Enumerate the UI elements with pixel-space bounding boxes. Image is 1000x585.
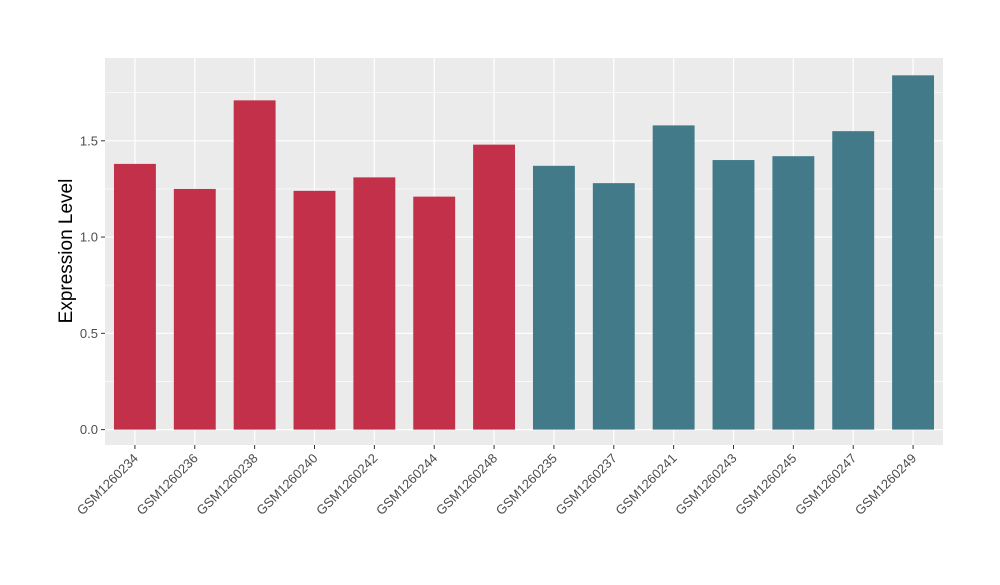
bar-GSM1260235 xyxy=(532,165,575,430)
y-tick-label: 1.5 xyxy=(80,133,98,148)
x-tick-label: GSM1260247 xyxy=(792,451,859,518)
bar-GSM1260245 xyxy=(772,156,815,430)
bar-GSM1260244 xyxy=(413,196,456,430)
x-tick-label: GSM1260241 xyxy=(612,451,679,518)
x-tick-label: GSM1260236 xyxy=(134,451,201,518)
x-tick-label: GSM1260234 xyxy=(74,451,141,518)
bar-GSM1260249 xyxy=(892,75,935,430)
bar-GSM1260241 xyxy=(652,125,695,430)
x-tick-label: GSM1260235 xyxy=(493,451,560,518)
bar-GSM1260238 xyxy=(233,100,276,430)
bar-GSM1260240 xyxy=(293,190,336,430)
bar-GSM1260237 xyxy=(592,183,635,430)
x-tick-label: GSM1260240 xyxy=(253,451,320,518)
x-tick-label: GSM1260249 xyxy=(852,451,919,518)
bar-GSM1260247 xyxy=(832,131,875,430)
x-tick-label: GSM1260244 xyxy=(373,451,440,518)
x-tick-label: GSM1260237 xyxy=(553,451,620,518)
x-tick-label: GSM1260248 xyxy=(433,451,500,518)
plot-panel xyxy=(105,58,943,445)
bar-GSM1260236 xyxy=(173,188,216,430)
bar-GSM1260242 xyxy=(353,177,396,430)
y-tick-label: 1.0 xyxy=(80,230,98,245)
y-tick-label: 0.5 xyxy=(80,326,98,341)
x-tick-label: GSM1260242 xyxy=(313,451,380,518)
y-axis: 0.0 0.5 1.0 1.5 xyxy=(80,133,105,437)
x-tick-label: GSM1260245 xyxy=(732,451,799,518)
x-tick-label: GSM1260238 xyxy=(193,451,260,518)
bar-GSM1260248 xyxy=(473,144,516,430)
x-axis: GSM1260234GSM1260236GSM1260238GSM1260240… xyxy=(74,445,919,518)
bar-GSM1260243 xyxy=(712,160,755,430)
y-tick-label: 0.0 xyxy=(80,422,98,437)
bars-group xyxy=(113,75,935,430)
bar-GSM1260234 xyxy=(113,163,156,430)
x-tick-label: GSM1260243 xyxy=(672,451,739,518)
y-axis-label: Expression Level xyxy=(56,179,77,324)
